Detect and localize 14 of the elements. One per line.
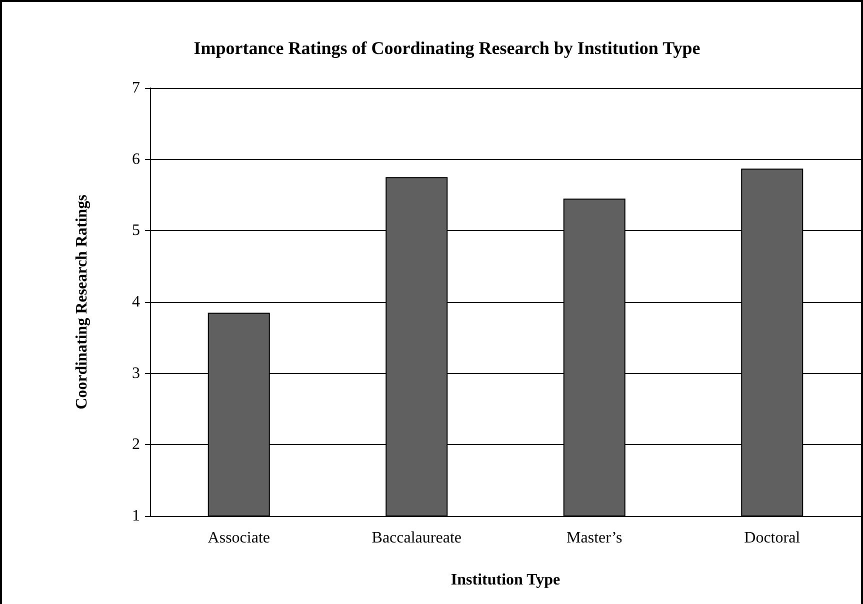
x-tick-label: Master’s (566, 530, 622, 546)
y-tick-label: 6 (132, 150, 140, 168)
y-tick-label: 2 (132, 436, 140, 454)
y-tick-label: 1 (132, 508, 140, 524)
y-axis-title: Coordinating Research Ratings (74, 194, 90, 410)
x-tick-label: Associate (208, 530, 270, 546)
y-tick-label: 4 (132, 294, 140, 310)
y-tick-label: 7 (132, 80, 140, 96)
y-tick-label: 5 (132, 222, 140, 240)
y-tick-label: 3 (132, 364, 140, 382)
chart-title: Importance Ratings of Coordinating Research by Institution Type (194, 38, 700, 58)
x-tick-label: Doctoral (744, 530, 801, 546)
x-axis-title: Institution Type (450, 572, 560, 588)
x-tick-label: Baccalaureate (372, 530, 462, 546)
